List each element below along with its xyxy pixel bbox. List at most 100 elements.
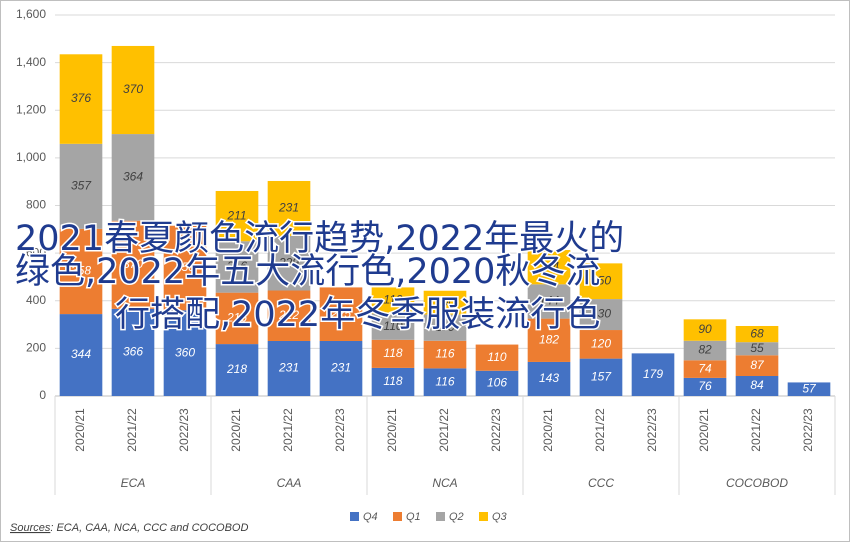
bar-segment (423, 368, 467, 396)
bar-segment (735, 342, 779, 356)
value-label: 90 (698, 322, 712, 336)
x-tick-label: 2022/23 (645, 408, 659, 452)
bar-segment (631, 353, 675, 396)
value-label: 143 (539, 371, 559, 385)
bar-segment (215, 241, 259, 293)
bar-segment (111, 134, 155, 221)
x-tick-label: 2022/23 (333, 408, 347, 452)
value-label: 344 (71, 347, 91, 361)
bar-segment (267, 340, 311, 396)
value-label: 229 (278, 255, 299, 269)
x-tick-label: 2021/22 (593, 408, 607, 452)
bar-segment (423, 340, 467, 369)
bar-segment (371, 367, 415, 396)
bar-segment (59, 143, 103, 229)
bar-segment (267, 180, 311, 236)
value-label: 218 (226, 362, 247, 376)
value-label: 231 (278, 361, 299, 375)
x-tick-label: 2020/21 (229, 408, 243, 452)
bar-segment (215, 344, 259, 396)
overlay-text: 绿色,2022年五大流行色,2020秋冬流 (15, 252, 600, 292)
value-label: 212 (278, 308, 299, 322)
bar-segment (475, 344, 519, 371)
bar-segment (215, 190, 259, 242)
group-label: NCA (432, 476, 457, 490)
x-tick-label: 2021/22 (749, 408, 763, 452)
value-label: 106 (487, 376, 507, 390)
bar-segment (683, 340, 727, 361)
bar-segment (111, 220, 155, 309)
bar-segment (579, 263, 623, 300)
bar-segment (683, 319, 727, 341)
bar-segment (215, 292, 259, 345)
value-label: 118 (383, 374, 402, 388)
source-label: Sources (10, 522, 51, 534)
value-label: 364 (123, 170, 143, 184)
x-tick-label: 2022/23 (177, 408, 191, 452)
bar-segment (371, 313, 415, 340)
value-label: 179 (643, 367, 663, 381)
x-tick-label: 2020/21 (541, 408, 555, 452)
x-tick-label: 2022/23 (801, 408, 815, 452)
value-label: 55 (750, 341, 764, 355)
bar-segment (59, 314, 103, 396)
value-label: 231 (278, 201, 299, 215)
y-tick-label: 600 (26, 245, 46, 259)
value-label: 110 (435, 320, 454, 334)
value-label: 231 (330, 361, 351, 375)
bar-segment (735, 325, 779, 343)
value-label: 76 (698, 379, 712, 393)
bar-segment (163, 310, 207, 396)
bar-segment (579, 330, 623, 359)
y-tick-label: 1,000 (16, 150, 46, 164)
value-label: 360 (175, 345, 195, 359)
y-tick-label: 200 (26, 341, 46, 355)
bar-segment (423, 314, 467, 341)
x-tick-label: 2020/21 (697, 408, 711, 452)
x-tick-label: 2021/22 (125, 408, 139, 452)
legend-swatch (350, 512, 359, 521)
legend-label: Q4 (363, 511, 378, 523)
bar-segment (371, 287, 415, 314)
value-label: 116 (435, 347, 454, 361)
value-label: 120 (591, 336, 611, 350)
legend-swatch (393, 512, 402, 521)
group-label: ECA (121, 476, 146, 490)
x-tick-label: 2021/22 (437, 408, 451, 452)
x-tick-label: 2020/21 (385, 408, 399, 452)
value-label: 110 (383, 319, 402, 333)
bar-segment (111, 45, 155, 135)
value-label: 150 (591, 273, 611, 287)
value-label: 358 (71, 264, 91, 278)
bar-segment (319, 340, 363, 396)
value-label: 84 (750, 378, 764, 392)
value-label: 366 (123, 345, 143, 359)
x-tick-label: 2021/22 (281, 408, 295, 452)
bar-segment (163, 225, 207, 311)
value-label: 116 (435, 374, 454, 388)
value-label: 68 (750, 326, 764, 340)
y-tick-label: 1,200 (16, 102, 46, 116)
bar-segment (735, 355, 779, 376)
y-tick-label: 0 (39, 388, 46, 402)
value-label: 225 (330, 306, 351, 320)
value-label: 57 (802, 381, 817, 395)
bar-segment (787, 382, 831, 396)
bar-segment (683, 360, 727, 378)
bar-segment (59, 54, 103, 144)
value-label: 216 (226, 311, 247, 325)
value-label: 74 (698, 361, 712, 375)
bar-segment (527, 361, 571, 396)
source: Sources: ECA, CAA, NCA, CCC and COCOBOD (10, 522, 248, 534)
legend-label: Q2 (449, 511, 464, 523)
overlay-text: 行搭配,2022年冬季服装流行色 (115, 295, 600, 335)
y-tick-label: 800 (26, 198, 46, 212)
y-tick-label: 1,400 (16, 55, 46, 69)
bar-segment (319, 287, 363, 341)
legend-swatch (479, 512, 488, 521)
x-tick-label: 2022/23 (489, 408, 503, 452)
value-label: 182 (539, 332, 559, 346)
y-tick-label: 1,600 (16, 7, 46, 21)
value-label: 216 (226, 259, 247, 273)
